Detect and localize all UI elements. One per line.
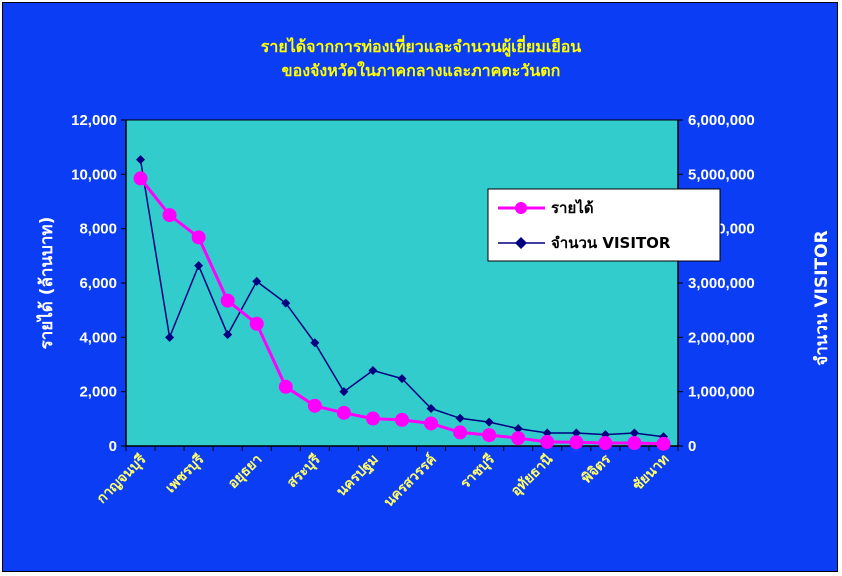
y-axis-left: 0 2,000 4,000 6,000 8,000 10,000 12,000 (71, 112, 127, 455)
x-tick-label: เพชรบุรี (163, 451, 208, 496)
x-axis: กาญจนบุรี เพชรบุรี อยุธยา สระบุรี นครปฐม นครส… (94, 445, 679, 511)
y-axis-right: 01,000,0002,000,0003,000,0004,000,0005,0… (677, 112, 755, 455)
point-revenue (307, 398, 322, 413)
point-visitor (426, 404, 436, 414)
point-visitor (252, 276, 262, 286)
x-tick-label: นครปฐม (333, 452, 382, 501)
y-right-tick-label: 0 (688, 438, 696, 455)
point-revenue (511, 431, 526, 446)
y-right-tick-label: 3,000,000 (688, 275, 755, 292)
x-tick-label: นครสวรรค์ (380, 451, 440, 511)
point-visitor (397, 374, 407, 384)
point-visitor (165, 332, 175, 342)
point-revenue (482, 428, 497, 443)
point-visitor (484, 417, 494, 427)
y-left-tick-label: 6,000 (79, 275, 117, 292)
x-tick-label: อยุธยา (225, 452, 265, 492)
point-visitor (194, 261, 204, 271)
x-tick-label: กาญจนบุรี (94, 451, 150, 507)
point-revenue (453, 425, 468, 440)
point-revenue (424, 416, 439, 431)
y-axis-right-label: จำนวน VISITOR (812, 230, 832, 365)
point-visitor (310, 338, 320, 348)
y-right-tick-label: 1,000,000 (688, 384, 755, 401)
x-tick-label: สระบุรี (284, 451, 324, 491)
point-visitor (339, 387, 349, 397)
y-right-tick-label: 5,000,000 (688, 166, 755, 183)
point-revenue (191, 230, 206, 245)
x-tick-label: อุทัยธานี (508, 451, 556, 499)
legend-label-visitor: จำนวน VISITOR (551, 234, 671, 252)
y-left-tick-label: 12,000 (71, 112, 117, 129)
point-revenue (395, 412, 409, 427)
point-revenue (598, 436, 613, 451)
point-visitor (455, 413, 465, 423)
legend-marker-revenue (515, 202, 527, 214)
point-visitor (542, 428, 552, 438)
chart: รายได้จากการท่องเที่ยวและจำนวนผู้เยี่ยมเ… (36, 35, 832, 511)
point-visitor (629, 428, 639, 438)
point-revenue (336, 405, 351, 420)
point-visitor (368, 365, 378, 375)
point-revenue (656, 436, 671, 451)
legend-label-revenue: รายได้ (551, 198, 594, 217)
x-tick-label: พิจิตร (579, 451, 615, 487)
point-revenue (162, 208, 177, 223)
chart-title-line-2: ของจังหวัดในภาคกลางและภาคตะวันตก (282, 61, 561, 80)
point-revenue (627, 436, 642, 451)
point-revenue (220, 293, 235, 308)
legend: รายได้ จำนวน VISITOR (487, 188, 721, 262)
point-revenue (569, 435, 584, 450)
point-visitor (513, 424, 523, 434)
point-visitor (281, 298, 291, 308)
plot-area (125, 119, 679, 447)
point-revenue (249, 316, 264, 331)
y-axis-left-label: รายได้ (ล้านบาท) (36, 217, 57, 350)
point-revenue (365, 411, 380, 426)
y-left-tick-label: 10,000 (71, 166, 117, 183)
point-revenue (133, 171, 148, 186)
series-layer (133, 155, 671, 451)
y-left-tick-label: 4,000 (79, 329, 117, 346)
y-left-tick-label: 8,000 (79, 221, 117, 238)
point-visitor (136, 155, 146, 165)
y-left-tick-label: 2,000 (79, 384, 117, 401)
point-revenue (540, 434, 555, 449)
point-visitor (571, 428, 581, 438)
legend-marker-visitor (515, 237, 527, 249)
y-left-tick-label: 0 (109, 438, 117, 455)
x-tick-label: ชัยนาท (630, 452, 673, 495)
point-visitor (223, 330, 233, 340)
chart-title-line-1: รายได้จากการท่องเที่ยวและจำนวนผู้เยี่ยมเ… (261, 35, 582, 58)
y-right-tick-label: 2,000,000 (688, 329, 755, 346)
legend-box (487, 188, 721, 262)
point-revenue (278, 379, 293, 394)
y-right-tick-label: 6,000,000 (688, 112, 755, 129)
x-tick-label: ราชบุรี (457, 451, 498, 492)
